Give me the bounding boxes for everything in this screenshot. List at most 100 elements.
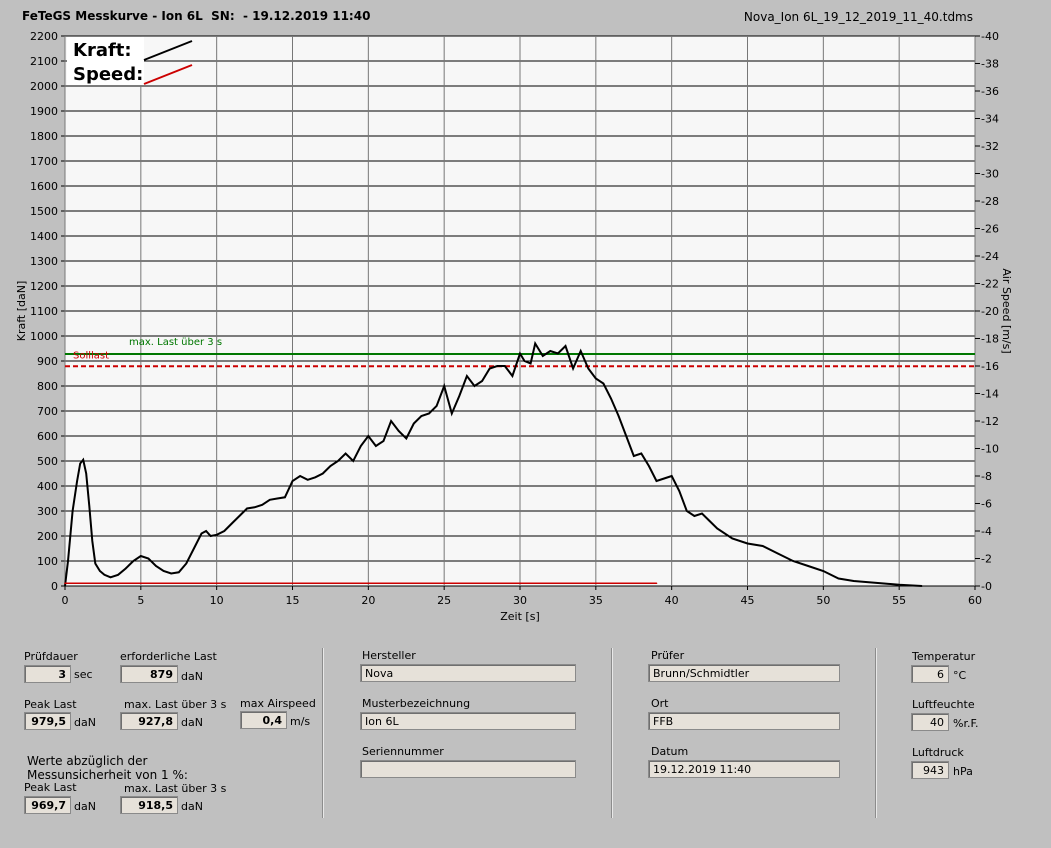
kraft-point — [777, 552, 779, 555]
pruefdauer-label: Prüfdauer — [24, 650, 78, 663]
max-airspeed-unit: m/s — [290, 715, 311, 728]
kraft-point — [678, 490, 681, 492]
y2-tick-label: -32 — [981, 140, 999, 153]
kraft-point — [390, 420, 392, 422]
peak-last-2-unit: daN — [74, 800, 96, 813]
kraft-point — [837, 577, 840, 580]
y2-tick-label: -4 — [981, 525, 992, 538]
kraft-point — [648, 465, 650, 467]
luftdruck-unit: hPa — [953, 765, 973, 778]
kraft-point — [215, 533, 218, 536]
kraft-point — [397, 430, 400, 432]
max-last-line-label: max. Last über 3 s — [129, 337, 222, 348]
y2-tick-label: -10 — [981, 443, 999, 456]
kraft-point — [822, 570, 825, 572]
y-tick-label: 300 — [37, 505, 58, 518]
x-axis-label: Zeit [s] — [500, 610, 539, 623]
kraft-point — [428, 412, 430, 415]
legend-speed-label: Speed: — [73, 64, 143, 85]
pruefer-field: Brunn/Schmidtler — [648, 664, 840, 682]
temperatur-label: Temperatur — [912, 650, 976, 663]
kraft-point — [284, 496, 286, 499]
kraft-point — [268, 498, 271, 501]
datum-field: 19.12.2019 11:40 — [648, 760, 840, 778]
y2-tick-label: -14 — [981, 388, 999, 401]
max-last-2-field: 918,5 — [120, 796, 178, 814]
x-tick-label: 55 — [892, 594, 906, 607]
kraft-point — [504, 365, 506, 367]
kraft-point — [564, 345, 567, 347]
kraft-point — [306, 478, 309, 481]
datum-label: Datum — [651, 745, 689, 758]
erf-last-label: erforderliche Last — [120, 650, 217, 663]
x-tick-label: 60 — [968, 594, 982, 607]
y-tick-label: 1700 — [30, 155, 58, 168]
kraft-point — [67, 560, 69, 562]
kraft-point — [329, 465, 332, 467]
luftfeuchte-unit: %r.F. — [953, 717, 979, 730]
max-airspeed-label: max Airspeed — [240, 697, 316, 710]
kraft-point — [595, 377, 597, 380]
kraft-point — [99, 570, 101, 572]
luftfeuchte-label: Luftfeuchte — [912, 698, 975, 711]
y2-tick-label: -12 — [981, 415, 999, 428]
note-line-2: Messunsicherheit von 1 %: — [27, 768, 188, 782]
y-tick-label: 2000 — [30, 80, 58, 93]
kraft-point — [367, 435, 370, 437]
force-chart: 0100200300400500600700800900100011001200… — [15, 30, 1013, 623]
kraft-point — [276, 497, 279, 500]
kraft-point — [124, 567, 127, 570]
kraft-point — [655, 480, 658, 482]
kraft-point — [625, 435, 627, 437]
kraft-point — [670, 475, 673, 477]
kraft-point — [587, 367, 590, 370]
kraft-point — [557, 352, 559, 355]
kraft-point — [435, 405, 438, 407]
kraft-point — [883, 582, 885, 585]
kraft-point — [663, 477, 665, 480]
kraft-point — [761, 545, 764, 547]
kraft-point — [701, 512, 703, 515]
kraft-point — [523, 360, 526, 362]
y2-tick-label: -18 — [981, 333, 999, 346]
kraft-point — [792, 560, 794, 562]
y2-tick-label: -28 — [981, 195, 999, 208]
luftdruck-field: 943 — [911, 761, 949, 779]
separator — [322, 648, 324, 818]
y2-tick-label: -2 — [981, 553, 992, 566]
max-last-2-unit: daN — [181, 800, 203, 813]
kraft-point — [261, 503, 263, 506]
y-tick-label: 700 — [37, 405, 58, 418]
pruefdauer-field: 3 — [24, 665, 71, 683]
legend-kraft-label: Kraft: — [73, 40, 132, 61]
kraft-point — [731, 537, 734, 540]
y-tick-label: 2100 — [30, 55, 58, 68]
kraft-point — [291, 480, 294, 482]
peak-last-label: Peak Last — [24, 698, 77, 711]
y2-tick-label: -0 — [981, 580, 992, 593]
kraft-series-line — [64, 340, 922, 587]
kraft-point — [602, 382, 605, 385]
kraft-point — [64, 585, 66, 587]
y2-tick-label: -20 — [981, 305, 999, 318]
kraft-point — [140, 555, 142, 557]
y-tick-label: 1300 — [30, 255, 58, 268]
kraft-point — [610, 397, 612, 400]
solllast-line-label: Solllast — [73, 350, 109, 361]
kraft-point — [898, 583, 900, 586]
kraft-point — [458, 395, 461, 397]
y-tick-label: 500 — [37, 455, 58, 468]
y-tick-label: 1000 — [30, 330, 58, 343]
y-tick-label: 2200 — [30, 30, 58, 43]
kraft-point — [708, 520, 711, 522]
x-tick-label: 25 — [437, 594, 451, 607]
separator — [611, 648, 613, 818]
y-axis-label: Kraft [daN] — [15, 281, 28, 342]
kraft-point — [375, 445, 377, 447]
kraft-point — [88, 505, 91, 507]
kraft-point — [496, 365, 499, 367]
kraft-point — [511, 375, 514, 377]
kraft-point — [209, 535, 212, 537]
kraft-point — [82, 458, 84, 461]
kraft-point — [549, 350, 552, 352]
